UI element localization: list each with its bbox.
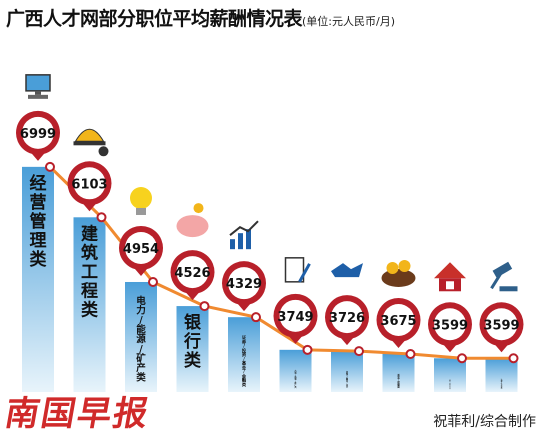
data-label-6: 3749 — [277, 310, 313, 325]
category-label-2: 建筑工程类 — [81, 223, 99, 320]
chart-title: 广西人才网部分职位平均薪酬情况表 — [6, 8, 303, 30]
icons-layer — [25, 74, 518, 292]
value-pin-2: 6103 — [67, 161, 112, 212]
handshake-icon — [331, 263, 363, 278]
data-label-7: 3726 — [329, 311, 365, 326]
value-pin-9: 3599 — [428, 302, 472, 353]
bar-3 — [125, 281, 157, 392]
trend-point-6 — [302, 344, 313, 355]
unit-label: (单位:元人民币/月) — [302, 15, 396, 28]
value-pin-3: 4954 — [119, 225, 163, 276]
value-pin-7: 3726 — [325, 295, 369, 346]
bar-4 — [176, 306, 209, 392]
category-label-1: 经营管理类 — [30, 173, 48, 270]
hardhat-wrench-icon — [73, 128, 109, 157]
category-label-6: 市场/策划/推广类 — [293, 369, 297, 389]
value-pin-8: 3675 — [376, 297, 421, 348]
computer-icon — [25, 74, 51, 99]
data-label-1: 6999 — [20, 127, 56, 142]
category-label-5: 证券/投资/基金/金融类 — [241, 334, 247, 388]
trend-point-3 — [148, 276, 158, 287]
piggy-bank-icon — [176, 203, 209, 238]
value-pin-6: 3749 — [273, 293, 318, 344]
bar-1 — [22, 166, 54, 392]
category-label-3: 电力/能源/矿产类 — [136, 295, 146, 383]
bar-9 — [434, 358, 466, 392]
value-pin-10: 3599 — [479, 302, 524, 353]
data-label-5: 4329 — [226, 277, 262, 292]
trend-point-1 — [45, 161, 55, 172]
trend-point-2 — [96, 212, 107, 223]
data-label-10: 3599 — [483, 318, 519, 333]
bar-7 — [331, 351, 363, 392]
gavel-icon — [490, 261, 518, 292]
document-pen-icon — [284, 257, 311, 283]
data-label-8: 3675 — [380, 314, 416, 329]
category-label-7: 咨询/顾问/中介 — [345, 370, 349, 389]
category-label-4: 银行类 — [183, 312, 202, 371]
bar-5 — [228, 317, 260, 392]
bars-layer — [22, 166, 518, 392]
trend-point-4 — [199, 301, 210, 312]
value-pin-5: 4329 — [222, 261, 266, 312]
category-label-10: 法律/法务类 — [500, 378, 503, 389]
trend-point-10 — [508, 353, 519, 364]
trend-point-9 — [457, 353, 467, 364]
category-label-9: 房地产/房地产中介类 — [449, 378, 451, 390]
bar-chart-icon — [229, 220, 259, 250]
newspaper-logo: 南国早报 — [1, 394, 153, 434]
flowers-icon — [381, 259, 416, 287]
category-label-8: 美容/保健类 — [396, 373, 400, 389]
credit-text: 祝菲利/综合制作 — [433, 414, 536, 430]
data-label-2: 6103 — [71, 177, 107, 192]
value-pin-4: 4526 — [170, 250, 215, 301]
data-label-3: 4954 — [123, 242, 159, 257]
value-pins-layer: 6999 6103 4954 4526 4329 3749 3726 3675 3599 3599 — [16, 110, 524, 353]
data-label-9: 3599 — [432, 318, 468, 333]
bar-2 — [73, 217, 106, 392]
trend-point-5 — [251, 312, 261, 323]
title-block: 广西人才网部分职位平均薪酬情况表(单位:元人民币/月) — [6, 4, 395, 31]
trend-point-8 — [405, 348, 416, 359]
bar-10 — [485, 358, 518, 392]
category-labels-layer: 经营管理类建筑工程类电力/能源/矿产类 银行类 证券/投资/基金/金融类市场/策划/… — [30, 173, 503, 390]
bar-8 — [382, 353, 415, 392]
bar-6 — [279, 349, 312, 392]
lightbulb-icon — [130, 186, 152, 215]
data-label-4: 4526 — [174, 266, 210, 281]
trend-point-7 — [354, 346, 364, 357]
house-icon — [434, 262, 466, 292]
value-pin-1: 6999 — [16, 110, 60, 161]
